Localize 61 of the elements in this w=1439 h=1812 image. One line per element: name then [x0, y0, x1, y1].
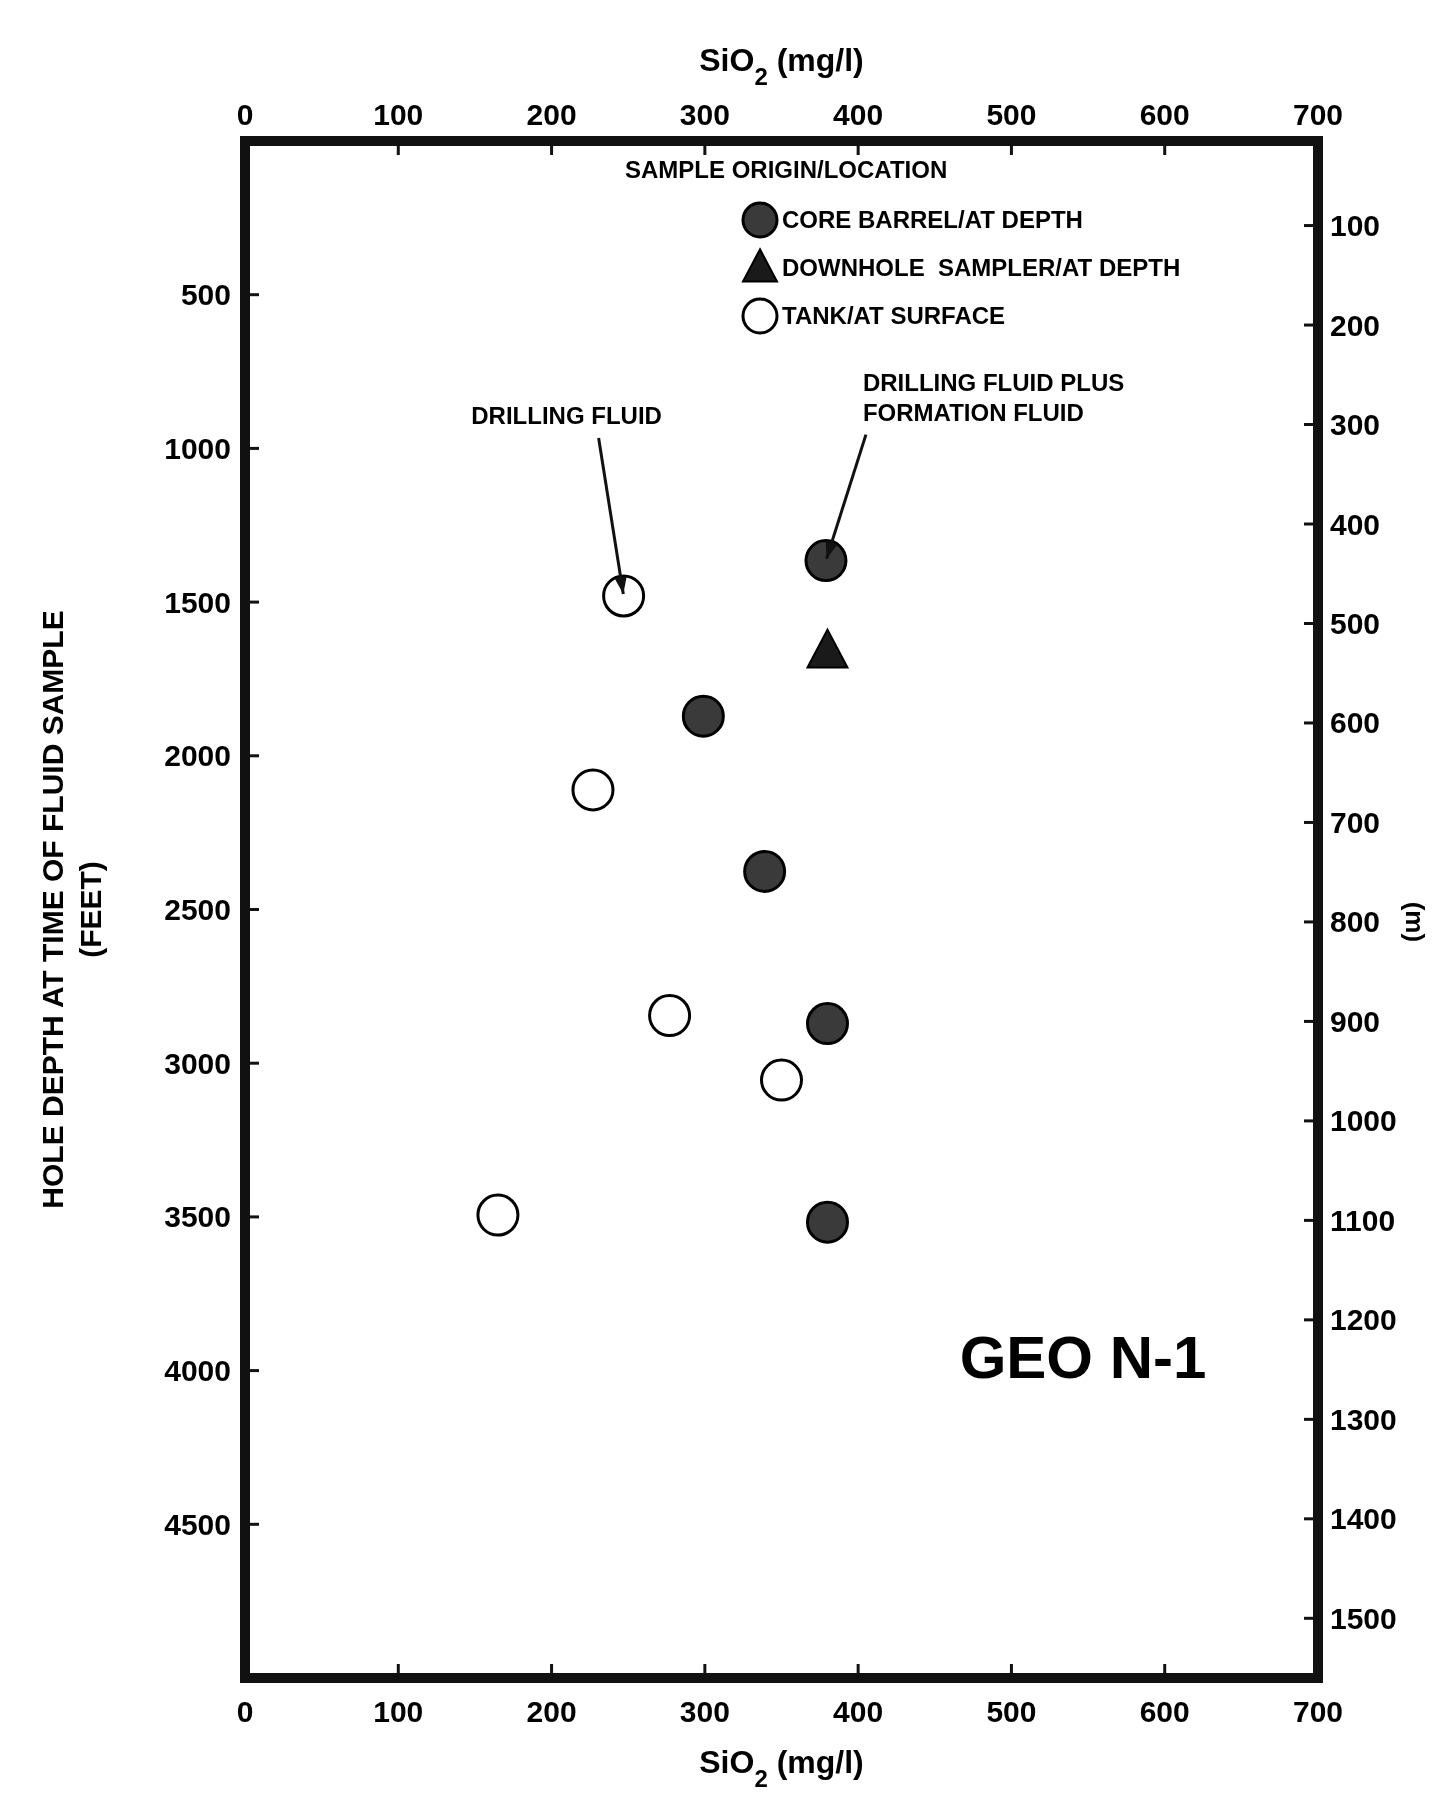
y2-tick-label: 500 [1330, 606, 1381, 640]
y2-tick-label: 600 [1330, 706, 1381, 740]
x2-tick-label: 200 [526, 1695, 577, 1728]
point [805, 1002, 849, 1046]
y2-tick-label: 900 [1330, 1004, 1381, 1038]
y2-tick-label: 800 [1330, 905, 1381, 939]
point [571, 768, 615, 812]
y-tick-label: 3000 [164, 1046, 231, 1080]
x-tick-label: 300 [679, 98, 730, 131]
point [476, 1193, 520, 1237]
point [648, 994, 692, 1038]
annotation: DRILLING FLUID [471, 401, 662, 429]
y2-tick-label: 700 [1330, 805, 1381, 839]
legend-label: DOWNHOLE SAMPLER/AT DEPTH [782, 254, 1181, 282]
legend-label: TANK/AT SURFACE [782, 302, 1006, 330]
x-axis-title: SiO$_{2}$ (mg/l) [699, 1744, 864, 1792]
point [743, 849, 787, 893]
point [760, 1058, 803, 1102]
y-tick-label: 500 [180, 278, 231, 312]
y-tick-label: 4500 [164, 1507, 231, 1541]
y2-tick-label: 1300 [1330, 1402, 1397, 1436]
y2-tick-label: 200 [1330, 308, 1381, 342]
point [804, 539, 848, 583]
annotation: DRILLING FLUID PLUS FORMATION FLUID [862, 368, 1125, 426]
x-tick-label: 600 [1139, 98, 1190, 131]
x-tick-label: 700 [1292, 98, 1344, 131]
point [681, 694, 725, 738]
y-tick-label: 2000 [164, 739, 231, 773]
x2-tick-label: 500 [986, 1695, 1037, 1728]
x2-tick-label: 700 [1292, 1695, 1344, 1728]
x2-tick-label: 400 [833, 1695, 884, 1728]
x-tick-label: 500 [986, 98, 1037, 131]
x-tick-label: 0 [236, 98, 254, 131]
x-tick-label: 400 [833, 98, 884, 131]
x2-tick-label: 300 [679, 1695, 730, 1728]
y-tick-label: 4000 [164, 1354, 231, 1388]
y2-tick-label: 1400 [1330, 1502, 1397, 1536]
y-tick-label: 1000 [164, 431, 231, 465]
y2-tick-label: 1500 [1330, 1601, 1397, 1635]
y2-tick-label: 300 [1330, 408, 1381, 442]
x2-tick-label: 100 [373, 1695, 424, 1728]
y-axis-title: HOLE DEPTH AT TIME OF FLUID SAMPLE (FEET) [36, 610, 107, 1209]
y-tick-label: 1500 [164, 585, 231, 619]
y2-tick-label: 1000 [1330, 1104, 1397, 1138]
x2-tick-label: 600 [1139, 1695, 1190, 1728]
legend-title: SAMPLE ORIGIN/LOCATION [625, 156, 948, 183]
y2-tick-label: 100 [1330, 209, 1381, 243]
y-tick-label: 3500 [164, 1200, 231, 1234]
x-tick-label: 200 [526, 98, 577, 131]
y2-tick-label: 1100 [1330, 1203, 1396, 1237]
legend-label: CORE BARREL/AT DEPTH [782, 206, 1083, 234]
y2-tick-label: 1200 [1330, 1303, 1397, 1337]
y-tick-label: 2500 [164, 893, 231, 926]
y2-axis-title: (m) [1400, 901, 1430, 943]
x2-axis-title: SiO$_{2}$ (mg/l) [699, 42, 864, 90]
x-tick-label: 100 [373, 98, 424, 131]
x2-tick-label: 0 [236, 1695, 254, 1728]
point [805, 1200, 849, 1244]
point [602, 574, 646, 618]
y2-tick-label: 400 [1330, 507, 1381, 541]
annotation: GEO N-1 [959, 1324, 1207, 1391]
